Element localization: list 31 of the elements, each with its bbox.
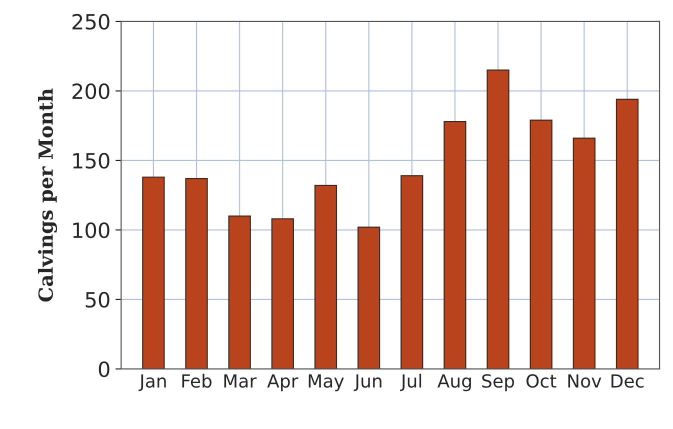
x-tick-label: Sep bbox=[482, 374, 514, 392]
bar bbox=[444, 120, 466, 369]
bar bbox=[271, 218, 294, 369]
x-tick-label: Dec bbox=[612, 374, 644, 388]
y-tick-label: 0 bbox=[98, 361, 110, 378]
bar bbox=[486, 70, 510, 369]
y-axis-title: Calvings per Month bbox=[38, 88, 58, 302]
bar bbox=[314, 184, 338, 369]
x-tick-label: Oct bbox=[526, 374, 556, 388]
x-tick-label: Aug bbox=[437, 374, 471, 392]
x-tick-label: Jul bbox=[400, 374, 422, 392]
y-tick-label: 150 bbox=[73, 152, 110, 169]
bar bbox=[616, 98, 639, 369]
bar bbox=[530, 120, 552, 369]
bar bbox=[400, 175, 424, 369]
y-tick-label: 100 bbox=[73, 222, 110, 238]
x-tick-label: Mar bbox=[224, 374, 257, 388]
y-tick-label: 50 bbox=[86, 292, 110, 308]
x-tick-label: Nov bbox=[568, 374, 602, 388]
bar bbox=[228, 215, 251, 369]
x-tick-label: Feb bbox=[182, 374, 212, 388]
bar bbox=[185, 178, 208, 369]
y-tick-label: 200 bbox=[72, 83, 110, 100]
bar bbox=[572, 138, 596, 369]
bar bbox=[142, 176, 165, 369]
x-tick-label: May bbox=[308, 374, 344, 392]
y-tick-label: 250 bbox=[72, 14, 110, 30]
x-tick-label: Jan bbox=[138, 374, 166, 392]
bar bbox=[357, 226, 380, 369]
x-tick-label: Apr bbox=[267, 374, 298, 392]
x-tick-label: Jun bbox=[354, 374, 382, 392]
